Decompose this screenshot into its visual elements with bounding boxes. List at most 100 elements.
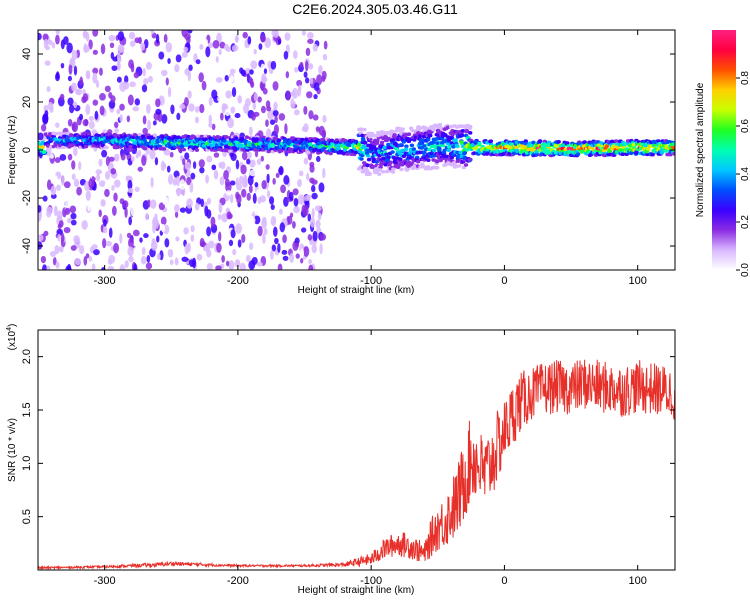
spectrogram-cell: [310, 217, 315, 228]
spectrogram-cell: [253, 92, 259, 102]
spectrogram-cell: [203, 134, 208, 139]
spectrogram-cell: [142, 67, 146, 77]
spectrogram-cell: [620, 152, 625, 157]
spectrogram-cell: [167, 248, 174, 258]
spectrogram-cell: [393, 146, 399, 151]
spectrogram-cell: [217, 96, 223, 103]
spectrogram-cell: [115, 145, 120, 150]
spectrogram-cell: [40, 145, 45, 149]
spectrogram-cell: [134, 186, 140, 193]
colorbar-tick-label: 0.2: [740, 215, 750, 229]
spectrogram-cell: [104, 170, 111, 180]
spectrogram-cell: [88, 39, 93, 50]
spectrogram-cell: [69, 104, 75, 114]
spectrogram-cell: [60, 62, 65, 69]
spectrogram-cell: [154, 157, 159, 166]
spectrogram-cell: [167, 173, 174, 185]
spectrogram-cell: [456, 164, 462, 168]
spectrogram-cell: [42, 33, 49, 42]
spectrogram-cell: [246, 221, 252, 230]
spectrogram-cell: [50, 185, 57, 196]
spectrogram-cell: [280, 184, 286, 194]
spectrogram-cell: [266, 106, 272, 112]
spectrogram-cell: [141, 155, 147, 167]
spectrogram-cell: [53, 131, 58, 136]
spectrogram-cell: [166, 165, 171, 173]
spectrogram-cell: [309, 77, 314, 85]
snr-x-tick-label: -300: [94, 575, 116, 587]
spectrogram-cell: [172, 178, 177, 186]
spectrogram-cell: [296, 79, 303, 87]
spectrogram-cell: [315, 155, 321, 163]
spectrogram-cell: [274, 237, 279, 245]
spectrogram-cell: [304, 77, 310, 84]
spectrogram-cell: [176, 187, 181, 197]
spectrogram-cell: [312, 230, 318, 242]
spectrogram-cell: [104, 188, 110, 198]
spectrogram-cell: [169, 259, 174, 266]
spectrogram-cell: [221, 255, 225, 263]
snr-y-multiplier-exp: 4: [6, 327, 13, 331]
spectrogram-cell: [250, 60, 258, 70]
spectrogram-cell: [195, 59, 201, 65]
spectrogram-cell: [70, 212, 77, 220]
spectrogram-cell: [104, 145, 109, 150]
spectrogram-cell: [210, 216, 216, 227]
spectrogram-cell: [129, 81, 136, 88]
colorbar-gradient: [712, 30, 736, 270]
spectrogram-cell: [235, 191, 240, 200]
spectrogram-cell: [85, 190, 91, 201]
spectrogram-cell: [319, 243, 323, 255]
spectrogram-cell: [132, 247, 139, 256]
spectrogram-cell: [406, 132, 412, 137]
spectrogram-cell: [428, 133, 433, 138]
spectrogram-y-tick-label: -40: [21, 238, 33, 254]
spectrogram-cell: [40, 255, 47, 264]
spectrogram-cell: [263, 68, 268, 75]
spectrogram-cell: [138, 36, 142, 45]
spectrogram-cell: [165, 42, 173, 53]
colorbar: 0.0 0.2 0.4 0.6 0.8 Normalized spectral ampl…: [695, 30, 750, 277]
spectrogram-cell: [92, 67, 99, 75]
spectrogram-cell: [244, 135, 250, 140]
spectrogram-cell: [81, 265, 86, 270]
spectrogram-cell: [181, 147, 187, 152]
spectrogram-cell: [208, 114, 213, 125]
spectrogram-cell: [76, 88, 83, 96]
spectrogram-cell: [208, 122, 213, 128]
spectrogram-cell: [55, 30, 61, 35]
spectrogram-cell: [99, 180, 106, 188]
spectrogram-cell: [252, 192, 257, 204]
spectrogram-cell: [260, 34, 266, 43]
spectrogram-cell: [88, 256, 93, 262]
spectrogram-cell: [303, 105, 308, 115]
spectrogram-cell: [79, 76, 83, 86]
spectrogram-cell: [127, 187, 134, 194]
spectrogram-cell: [272, 110, 279, 117]
spectrogram-cell: [265, 164, 270, 170]
spectrogram-cell: [211, 89, 218, 100]
spectrogram-cell: [219, 176, 225, 186]
spectrogram-cell: [424, 126, 430, 131]
spectrogram-cell: [308, 63, 314, 70]
spectrogram-cell: [142, 146, 148, 151]
spectrogram-cell: [390, 150, 395, 154]
spectrogram-cell: [368, 137, 373, 142]
spectrogram-cell: [374, 170, 379, 174]
spectrogram-cell: [127, 246, 134, 257]
spectrogram-cell: [321, 70, 327, 80]
snr-y-tick-label: 2.0: [21, 349, 33, 364]
spectrogram-cell: [230, 106, 236, 114]
spectrogram-cell: [400, 127, 406, 131]
spectrogram-cell: [141, 84, 148, 93]
spectrogram-cell: [231, 87, 237, 98]
spectrogram-cell: [307, 234, 313, 241]
spectrogram-cell: [306, 150, 311, 155]
spectrogram-cell: [112, 205, 117, 216]
spectrogram-cell: [266, 173, 270, 184]
spectrogram-cell: [82, 119, 89, 127]
spectrogram-cell: [257, 196, 262, 205]
spectrogram-cell: [211, 123, 216, 131]
spectrogram-cell: [73, 65, 78, 76]
